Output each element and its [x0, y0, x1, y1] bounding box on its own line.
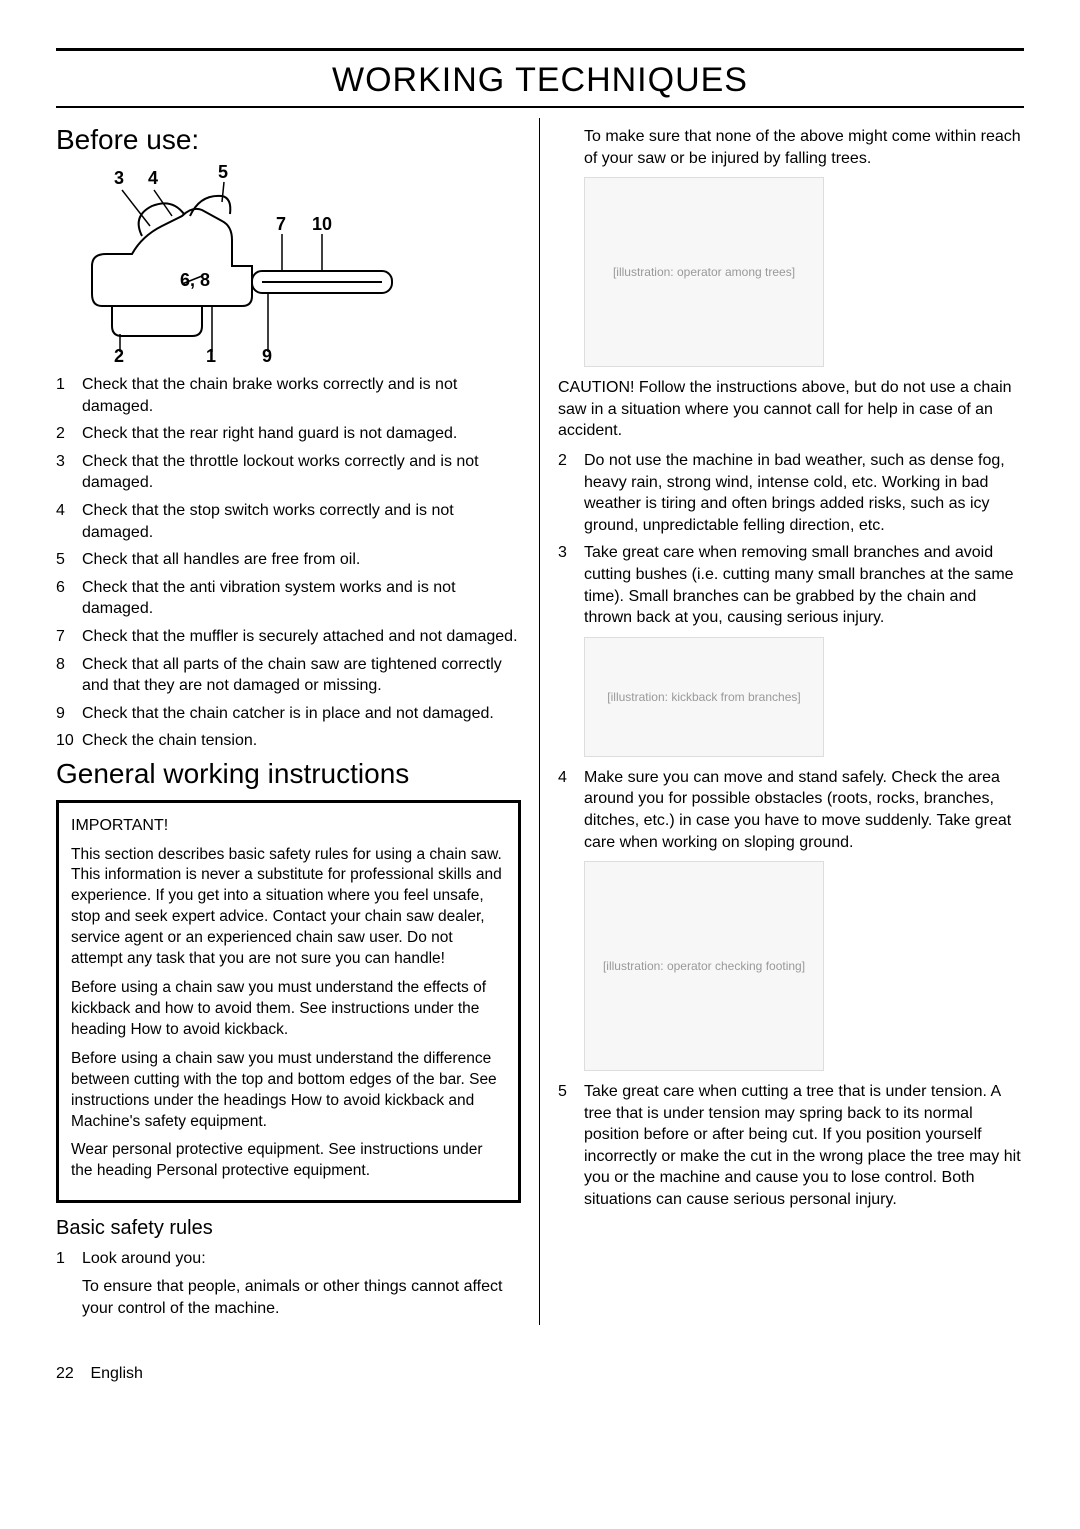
caution-paragraph: CAUTION! Follow the instructions above, … [558, 377, 1024, 442]
important-paragraph: Before using a chain saw you must unders… [71, 978, 506, 1041]
important-paragraph: Before using a chain saw you must unders… [71, 1049, 506, 1133]
left-column: Before use: [56, 118, 540, 1325]
diagram-label-3: 3 [114, 168, 124, 189]
diagram-label-10: 10 [312, 214, 332, 235]
page-number: 22 [56, 1365, 86, 1383]
list-item: 1Look around you: [56, 1248, 521, 1270]
list-item: 4Check that the stop switch works correc… [56, 500, 521, 543]
list-item: 7Check that the muffler is securely atta… [56, 626, 521, 648]
important-paragraph: Wear personal protective equipment. See … [71, 1140, 506, 1182]
list-item: 3Check that the throttle lockout works c… [56, 451, 521, 494]
list-item: 10Check the chain tension. [56, 730, 521, 752]
diagram-label-6-8: 6, 8 [180, 270, 210, 291]
right-column: To make sure that none of the above migh… [540, 118, 1024, 1325]
list-item: 5Check that all handles are free from oi… [56, 549, 521, 571]
diagram-label-4: 4 [148, 168, 158, 189]
title-rule [56, 106, 1024, 108]
intro-paragraph: To make sure that none of the above migh… [584, 126, 1024, 169]
basic-rules-list: 1Look around you: [56, 1248, 521, 1270]
diagram-label-9: 9 [262, 346, 272, 367]
diagram-label-1: 1 [206, 346, 216, 367]
footer-language: English [90, 1365, 142, 1382]
list-item: 3Take great care when removing small bra… [558, 542, 1024, 628]
illustration-trees: [illustration: operator among trees] [584, 177, 824, 367]
diagram-label-5: 5 [218, 162, 228, 183]
safety-rules-continued-2: 4Make sure you can move and stand safely… [558, 767, 1024, 853]
illustration-kickback: [illustration: kickback from branches] [584, 637, 824, 757]
diagram-label-7: 7 [276, 214, 286, 235]
list-item: 2Do not use the machine in bad weather, … [558, 450, 1024, 536]
list-item: 1Check that the chain brake works correc… [56, 374, 521, 417]
list-item: 4Make sure you can move and stand safely… [558, 767, 1024, 853]
page-footer: 22 English [56, 1365, 1024, 1383]
safety-rules-continued: 2Do not use the machine in bad weather, … [558, 450, 1024, 629]
list-item: 8Check that all parts of the chain saw a… [56, 654, 521, 697]
rule-subtext: To ensure that people, animals or other … [82, 1276, 521, 1319]
chainsaw-diagram: 3 4 5 7 10 6, 8 2 1 9 [72, 166, 412, 366]
list-item: 6Check that the anti vibration system wo… [56, 577, 521, 620]
page-title: WORKING TECHNIQUES [56, 57, 1024, 106]
before-use-heading: Before use: [56, 124, 521, 156]
two-column-layout: Before use: [56, 118, 1024, 1325]
illustration-footing: [illustration: operator checking footing… [584, 861, 824, 1071]
important-box: IMPORTANT! This section describes basic … [56, 800, 521, 1203]
list-item: 5Take great care when cutting a tree tha… [558, 1081, 1024, 1211]
list-item: 2Check that the rear right hand guard is… [56, 423, 521, 445]
list-item: 9Check that the chain catcher is in plac… [56, 703, 521, 725]
chainsaw-svg [72, 166, 412, 366]
diagram-label-2: 2 [114, 346, 124, 367]
important-paragraph: This section describes basic safety rule… [71, 845, 506, 971]
basic-safety-rules-heading: Basic safety rules [56, 1217, 521, 1240]
safety-rules-continued-3: 5Take great care when cutting a tree tha… [558, 1081, 1024, 1211]
general-instructions-heading: General working instructions [56, 758, 521, 790]
top-rule [56, 48, 1024, 51]
before-use-check-list: 1Check that the chain brake works correc… [56, 374, 521, 752]
important-header: IMPORTANT! [71, 815, 506, 837]
